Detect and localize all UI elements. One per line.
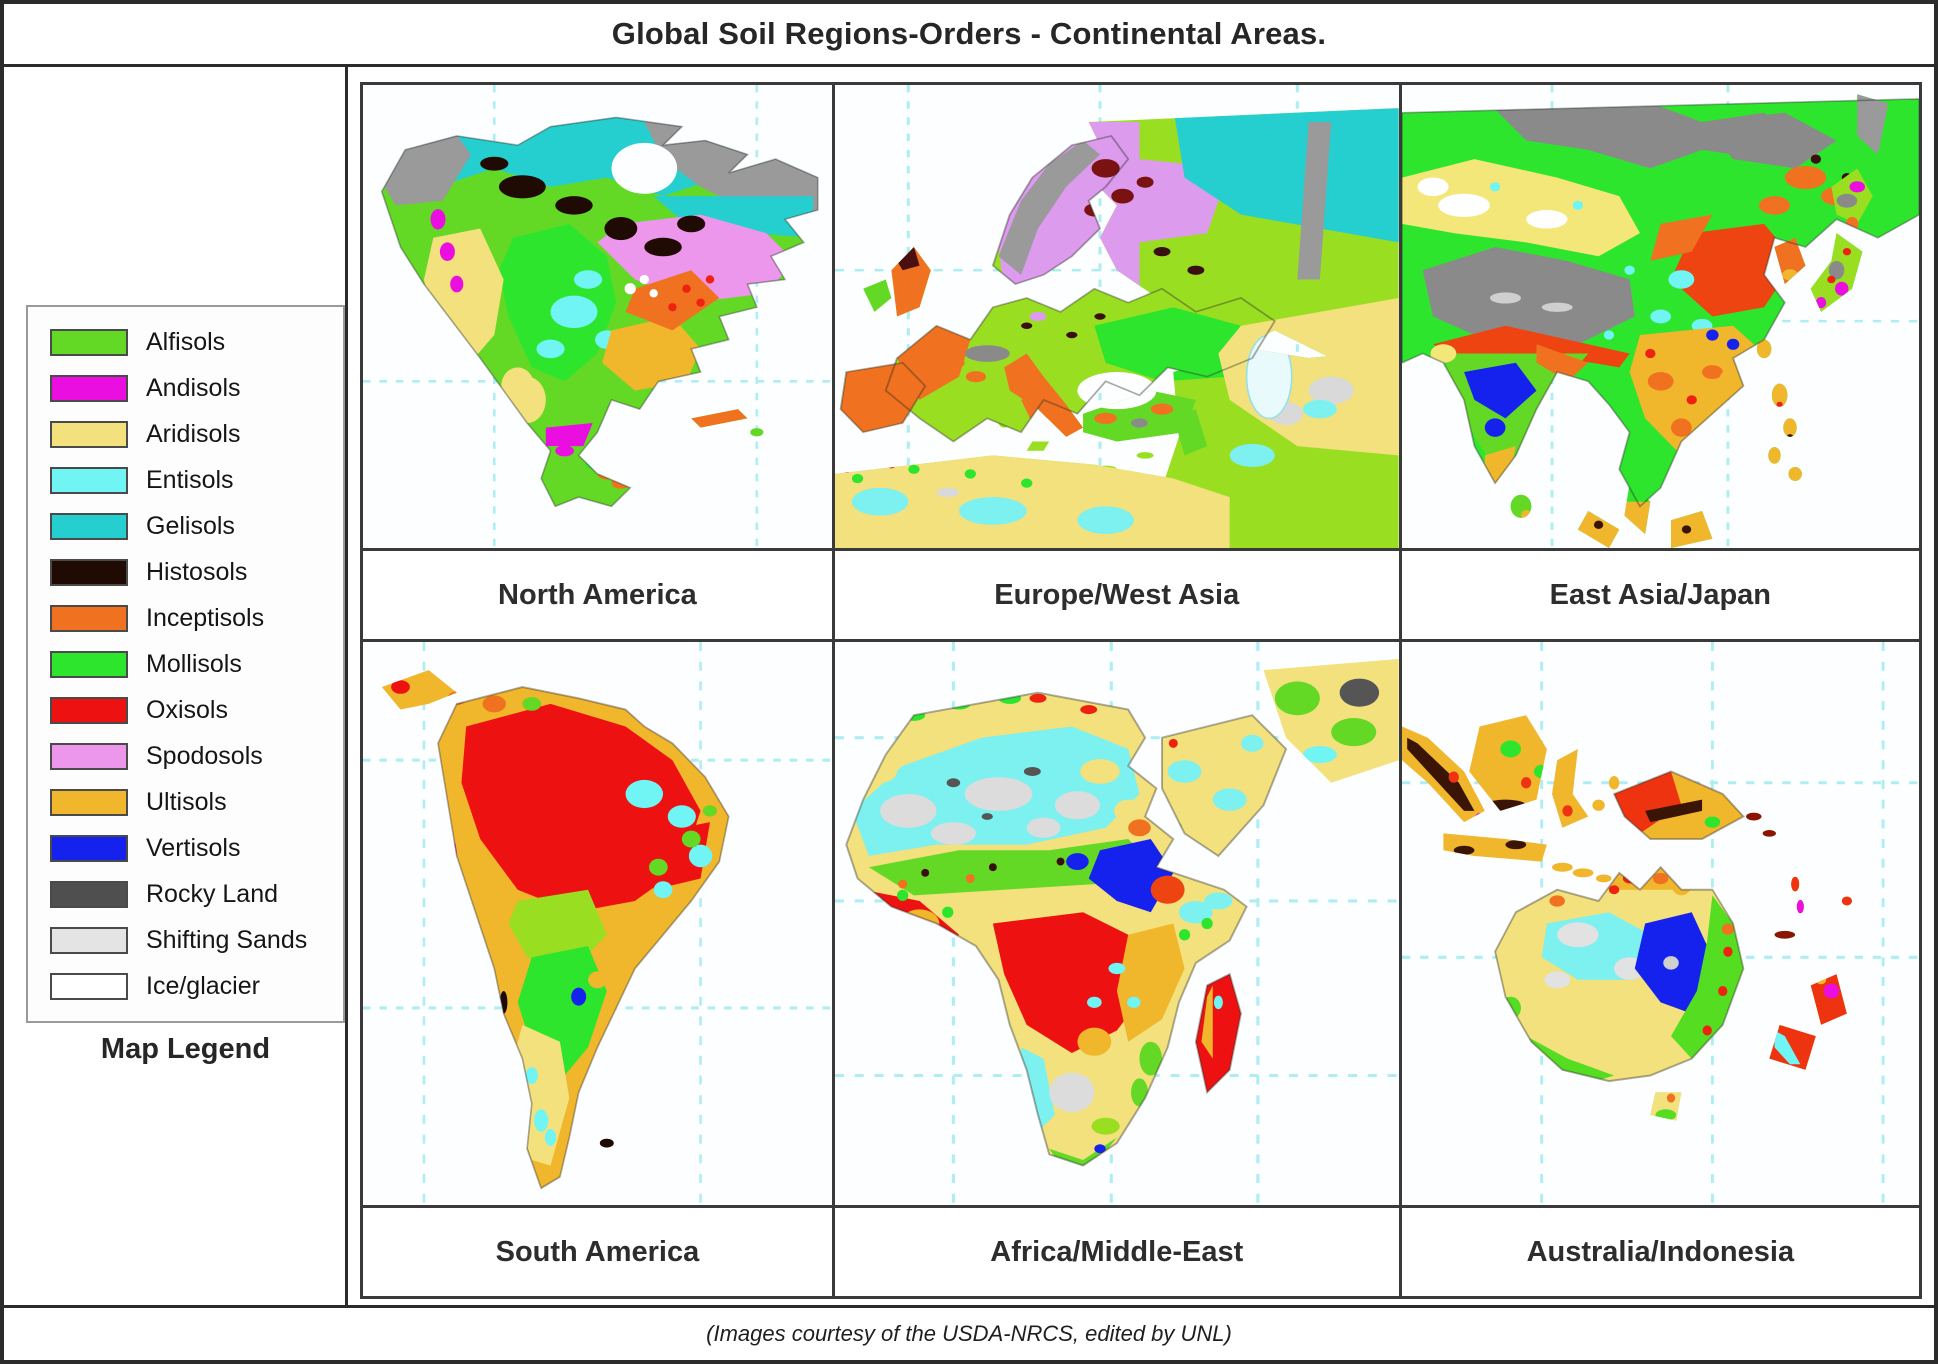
australia-indonesia-map-image: [1401, 642, 1919, 1205]
legend-item: Aridisols: [50, 411, 343, 457]
south-america-map-image: [363, 642, 832, 1205]
legend-swatch: [50, 604, 128, 632]
legend-item-label: Rocky Land: [146, 879, 279, 908]
maps-area: North America Europe/West Asia East Asia…: [348, 67, 1934, 1305]
panel-label-africa-middle-east: Africa/Middle-East: [834, 1208, 1399, 1296]
east-asia-japan-map-image: [1401, 85, 1919, 548]
map-grid: North America Europe/West Asia East Asia…: [360, 82, 1922, 1299]
panel-label-text: East Asia/Japan: [1549, 578, 1772, 611]
main-area: Alfisols Andisols Aridisols Entisols Gel…: [4, 67, 1934, 1305]
legend-swatch: [50, 512, 128, 540]
panel-label-text: Africa/Middle-East: [990, 1235, 1244, 1268]
europe-west-asia-map: [834, 85, 1399, 548]
legend-swatch: [50, 742, 128, 770]
legend-item-label: Andisols: [146, 373, 241, 402]
legend-swatch: [50, 880, 128, 908]
legend-item-label: Mollisols: [146, 649, 242, 678]
africa-middle-east-map: [834, 642, 1399, 1205]
legend-item-label: Aridisols: [146, 419, 241, 448]
legend-title: Map Legend: [100, 1033, 271, 1065]
legend-item: Oxisols: [50, 687, 343, 733]
legend-item-label: Spodosols: [146, 741, 263, 770]
legend-item: Histosols: [50, 549, 343, 595]
legend-item-label: Entisols: [146, 465, 234, 494]
australia-indonesia-map: [1401, 642, 1919, 1205]
footer-credit: (Images courtesy of the USDA-NRCS, edite…: [706, 1321, 1232, 1346]
legend-swatch: [50, 328, 128, 356]
legend-swatch: [50, 972, 128, 1000]
footer-bar: (Images courtesy of the USDA-NRCS, edite…: [4, 1305, 1934, 1360]
panel-label-text: South America: [495, 1235, 700, 1268]
legend-swatch: [50, 926, 128, 954]
legend-swatch: [50, 466, 128, 494]
legend-item-label: Alfisols: [146, 327, 226, 356]
panel-label-text: North America: [498, 578, 697, 611]
legend-item-label: Oxisols: [146, 695, 228, 724]
panel-label-east-asia-japan: East Asia/Japan: [1401, 551, 1919, 639]
legend-item: Andisols: [50, 365, 343, 411]
legend-item-label: Inceptisols: [146, 603, 265, 632]
legend-item-label: Histosols: [146, 557, 248, 586]
legend-swatch: [50, 374, 128, 402]
legend-item: Vertisols: [50, 825, 343, 871]
legend-item-label: Shifting Sands: [146, 925, 308, 954]
east-asia-japan-map: [1401, 85, 1919, 548]
legend-item: Gelisols: [50, 503, 343, 549]
legend-item: Spodosols: [50, 733, 343, 779]
south-america-map: [363, 642, 832, 1205]
legend-swatch: [50, 834, 128, 862]
legend-item: Ultisols: [50, 779, 343, 825]
legend-item-label: Gelisols: [146, 511, 235, 540]
legend-swatch: [50, 650, 128, 678]
legend-item: Ice/glacier: [50, 963, 343, 1009]
panel-label-text: Europe/West Asia: [994, 578, 1240, 611]
legend-item: Inceptisols: [50, 595, 343, 641]
title-bar: Global Soil Regions-Orders - Continental…: [4, 4, 1934, 67]
panel-label-text: Australia/Indonesia: [1526, 1235, 1795, 1268]
north-america-map-image: [363, 85, 832, 548]
legend-item: Rocky Land: [50, 871, 343, 917]
legend-swatch: [50, 696, 128, 724]
legend-column: Alfisols Andisols Aridisols Entisols Gel…: [4, 67, 348, 1305]
legend-item: Shifting Sands: [50, 917, 343, 963]
europe-west-asia-map-image: [834, 85, 1399, 548]
panel-label-australia-indonesia: Australia/Indonesia: [1401, 1208, 1919, 1296]
legend-item: Entisols: [50, 457, 343, 503]
legend-item: Alfisols: [50, 319, 343, 365]
page-title: Global Soil Regions-Orders - Continental…: [611, 16, 1327, 51]
panel-label-south-america: South America: [363, 1208, 832, 1296]
legend-swatch: [50, 788, 128, 816]
panel-label-north-america: North America: [363, 551, 832, 639]
legend-item-label: Ultisols: [146, 787, 227, 816]
africa-middle-east-map-image: [834, 642, 1399, 1205]
north-america-map: [363, 85, 832, 548]
legend-item-label: Ice/glacier: [146, 971, 260, 1000]
panel-label-europe-west-asia: Europe/West Asia: [834, 551, 1399, 639]
legend-item: Mollisols: [50, 641, 343, 687]
legend-swatch: [50, 420, 128, 448]
legend-swatch: [50, 558, 128, 586]
legend-item-label: Vertisols: [146, 833, 241, 862]
map-legend: Alfisols Andisols Aridisols Entisols Gel…: [26, 305, 345, 1023]
